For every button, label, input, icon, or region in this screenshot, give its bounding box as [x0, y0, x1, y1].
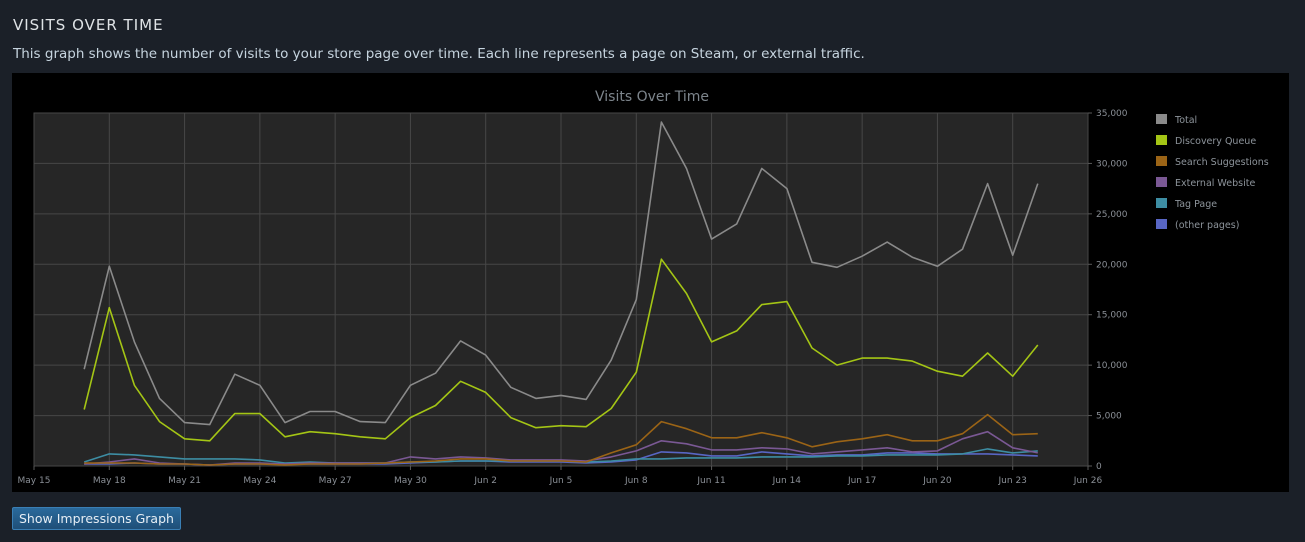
grid — [34, 113, 1088, 466]
y-tick-label: 20,000 — [1096, 260, 1128, 270]
x-tick-label: Jun 17 — [847, 476, 876, 486]
x-tick-label: Jun 2 — [473, 476, 497, 486]
legend-label-tag-page: Tag Page — [1174, 199, 1217, 210]
section-title: VISITS OVER TIME — [13, 16, 164, 34]
y-tick-label: 0 — [1096, 462, 1102, 472]
y-tick-label: 5,000 — [1096, 412, 1122, 422]
series-line-external-website — [84, 430, 1038, 466]
x-tick-label: May 24 — [243, 476, 276, 486]
legend-swatch-tag-page — [1156, 198, 1167, 208]
legend-label-external-website: External Website — [1175, 178, 1255, 189]
y-tick-label: 25,000 — [1096, 210, 1128, 220]
y-tick-label: 15,000 — [1096, 311, 1128, 321]
x-tick-label: Jun 8 — [624, 476, 648, 486]
x-tick-label: May 21 — [168, 476, 201, 486]
legend-swatch-total — [1156, 114, 1167, 124]
x-tick-label: Jun 11 — [696, 476, 725, 486]
x-tick-label: Jun 20 — [922, 476, 952, 486]
x-tick-label: Jun 26 — [1073, 476, 1103, 486]
x-tick-label: May 18 — [93, 476, 126, 486]
legend-swatch-other-pages — [1156, 219, 1167, 229]
x-tick-label: Jun 23 — [998, 476, 1027, 486]
x-tick-label: Jun 14 — [772, 476, 802, 486]
y-tick-label: 35,000 — [1096, 109, 1128, 119]
visits-line-chart: Visits Over Time May 15 May 18 May 21 May 2… — [18, 89, 1269, 486]
legend-label-total: Total — [1174, 115, 1197, 126]
x-axis: May 15 May 18 May 21 May 24 May 27 May 30 Jun … — [18, 466, 1103, 486]
legend-swatch-external-website — [1156, 177, 1167, 187]
chart-title: Visits Over Time — [595, 89, 709, 105]
y-axis: 0 5,000 10,000 15,000 20,000 25,000 30,000 35,0… — [1088, 109, 1128, 472]
x-tick-label: May 15 — [18, 476, 51, 486]
legend-swatch-search-suggestions — [1156, 156, 1167, 166]
legend-label-search-suggestions: Search Suggestions — [1175, 157, 1269, 168]
series-line-discovery-queue — [83, 258, 1039, 442]
legend: Total Discovery Queue Search Suggestions Ex… — [1156, 114, 1269, 231]
chart-panel: Visits Over Time May 15 May 18 May 21 May 2… — [12, 73, 1289, 492]
legend-swatch-discovery-queue — [1156, 135, 1167, 145]
section-description: This graph shows the number of visits to… — [13, 46, 865, 62]
series-line-total — [83, 121, 1039, 426]
x-tick-label: Jun 5 — [549, 476, 573, 486]
show-impressions-graph-button[interactable]: Show Impressions Graph — [12, 507, 181, 530]
series-line-search-suggestions — [84, 413, 1038, 466]
x-tick-label: May 27 — [319, 476, 352, 486]
series-lines — [83, 121, 1039, 466]
y-tick-label: 10,000 — [1096, 361, 1128, 371]
y-tick-label: 30,000 — [1096, 159, 1128, 169]
legend-label-other-pages: (other pages) — [1175, 220, 1239, 231]
x-tick-label: May 30 — [394, 476, 427, 486]
legend-label-discovery-queue: Discovery Queue — [1175, 136, 1256, 147]
